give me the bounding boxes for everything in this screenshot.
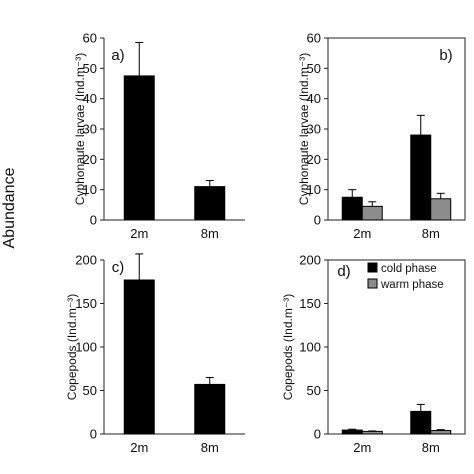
y-axis-title: Cyphonaute larvae (Ind.m⁻³)	[297, 53, 311, 205]
y-axis-title: Copepods (Ind.m⁻³)	[281, 294, 295, 400]
chart-panel-1: 0 10 20 30 40 50 60 Cyphonaute larvae (Ind.m⁻³)…	[73, 31, 245, 241]
x-tick-label: 8m	[422, 440, 440, 455]
y-tick-label: 20	[307, 152, 321, 167]
legend-swatch	[367, 278, 378, 289]
y-tick-label: 50	[83, 61, 97, 76]
x-tick-label: 8m	[422, 226, 440, 241]
y-tick-label: 20	[83, 152, 97, 167]
y-tick-label: 100	[299, 340, 321, 355]
legend-label: cold phase	[381, 263, 437, 275]
y-tick-label: 30	[83, 122, 97, 137]
chart-panel-4: 0 50 100 150 200 Copepods (Ind.m⁻³) 2m 8m d) cold…	[281, 253, 466, 455]
panel-label: b)	[439, 47, 452, 64]
y-tick-label: 40	[83, 91, 97, 106]
y-tick-label: 60	[307, 31, 321, 46]
bar	[194, 383, 226, 435]
x-tick-label: 2m	[353, 440, 371, 455]
bar	[123, 75, 155, 221]
y-tick-label: 200	[299, 253, 321, 268]
panel-label: c)	[112, 259, 125, 276]
bar	[341, 429, 363, 435]
chart-panel-3: 0 50 100 150 200 Copepods (Ind.m⁻³) 2m 8m c)	[65, 253, 245, 455]
y-tick-label: 150	[299, 296, 321, 311]
y-tick-label: 50	[83, 383, 97, 398]
bar	[341, 196, 363, 221]
y-tick-label: 0	[314, 427, 321, 442]
y-tick-label: 60	[83, 31, 97, 46]
y-tick-label: 30	[307, 122, 321, 137]
legend-label: warm phase	[380, 279, 444, 291]
x-tick-label: 2m	[130, 226, 148, 241]
x-tick-label: 8m	[201, 226, 219, 241]
legend-swatch	[367, 262, 378, 273]
y-tick-label: 10	[83, 182, 97, 197]
y-tick-label: 0	[314, 213, 321, 228]
bar	[410, 134, 432, 221]
chart-panel-2: 0 10 20 30 40 50 60 Cyphonaute larvae (Ind.m⁻³)…	[297, 31, 466, 241]
y-tick-label: 150	[75, 296, 97, 311]
bar	[430, 430, 452, 435]
panel-label: a)	[111, 47, 124, 64]
bar	[410, 410, 432, 435]
bar	[194, 186, 226, 221]
bar	[361, 430, 383, 435]
y-tick-label: 40	[307, 91, 321, 106]
x-tick-label: 8m	[201, 440, 219, 455]
panel-label: d)	[337, 263, 350, 280]
bar	[361, 205, 383, 221]
y-axis-title: Cyphonaute larvae (Ind.m⁻³)	[73, 53, 87, 205]
y-tick-label: 50	[307, 61, 321, 76]
plot-frame	[327, 37, 466, 221]
y-tick-label: 0	[90, 213, 97, 228]
y-tick-label: 0	[90, 427, 97, 442]
bar	[123, 279, 155, 435]
x-tick-label: 2m	[353, 226, 371, 241]
side-label-abundance: Abundance	[1, 167, 18, 248]
x-tick-label: 2m	[130, 440, 148, 455]
legend: cold phase warm phase	[367, 262, 444, 291]
bar	[430, 198, 452, 221]
y-tick-label: 200	[75, 253, 97, 268]
y-tick-label: 100	[75, 340, 97, 355]
y-axis-title: Copepods (Ind.m⁻³)	[65, 294, 79, 400]
y-tick-label: 50	[307, 383, 321, 398]
y-tick-label: 10	[307, 182, 321, 197]
